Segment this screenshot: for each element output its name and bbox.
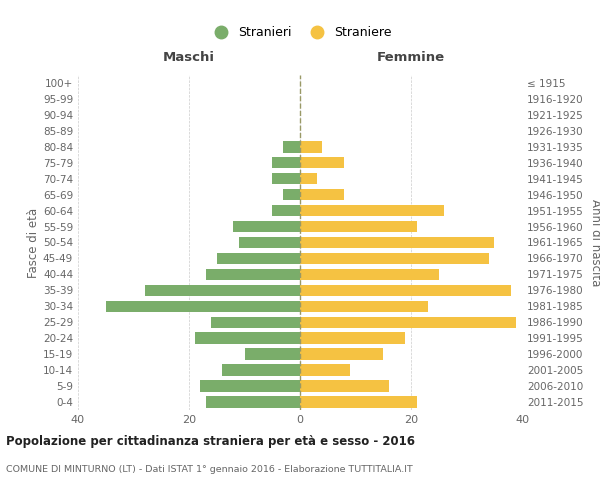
Bar	[106, 300, 300, 312]
Bar	[145, 284, 300, 296]
Bar	[300, 173, 317, 184]
Bar	[300, 332, 406, 344]
Bar	[300, 348, 383, 360]
Bar	[200, 380, 300, 392]
Bar	[300, 237, 494, 248]
Bar	[300, 157, 344, 168]
Bar	[206, 396, 300, 408]
Bar	[300, 221, 416, 232]
Bar	[300, 316, 517, 328]
Bar	[211, 316, 300, 328]
Bar	[300, 380, 389, 392]
Text: COMUNE DI MINTURNO (LT) - Dati ISTAT 1° gennaio 2016 - Elaborazione TUTTITALIA.I: COMUNE DI MINTURNO (LT) - Dati ISTAT 1° …	[6, 465, 413, 474]
Bar	[272, 157, 300, 168]
Bar	[245, 348, 300, 360]
Bar	[222, 364, 300, 376]
Text: Femmine: Femmine	[377, 51, 445, 64]
Bar	[239, 237, 300, 248]
Bar	[283, 189, 300, 200]
Bar	[194, 332, 300, 344]
Bar	[300, 284, 511, 296]
Y-axis label: Fasce di età: Fasce di età	[27, 208, 40, 278]
Bar	[283, 141, 300, 152]
Legend: Stranieri, Straniere: Stranieri, Straniere	[203, 21, 397, 44]
Bar	[300, 141, 322, 152]
Y-axis label: Anni di nascita: Anni di nascita	[589, 199, 600, 286]
Bar	[217, 252, 300, 264]
Bar	[300, 189, 344, 200]
Bar	[300, 205, 444, 216]
Bar	[300, 252, 489, 264]
Text: Maschi: Maschi	[163, 51, 215, 64]
Bar	[206, 268, 300, 280]
Bar	[300, 300, 428, 312]
Bar	[300, 268, 439, 280]
Bar	[300, 396, 416, 408]
Text: Popolazione per cittadinanza straniera per età e sesso - 2016: Popolazione per cittadinanza straniera p…	[6, 435, 415, 448]
Bar	[300, 364, 350, 376]
Bar	[272, 173, 300, 184]
Bar	[233, 221, 300, 232]
Bar	[272, 205, 300, 216]
